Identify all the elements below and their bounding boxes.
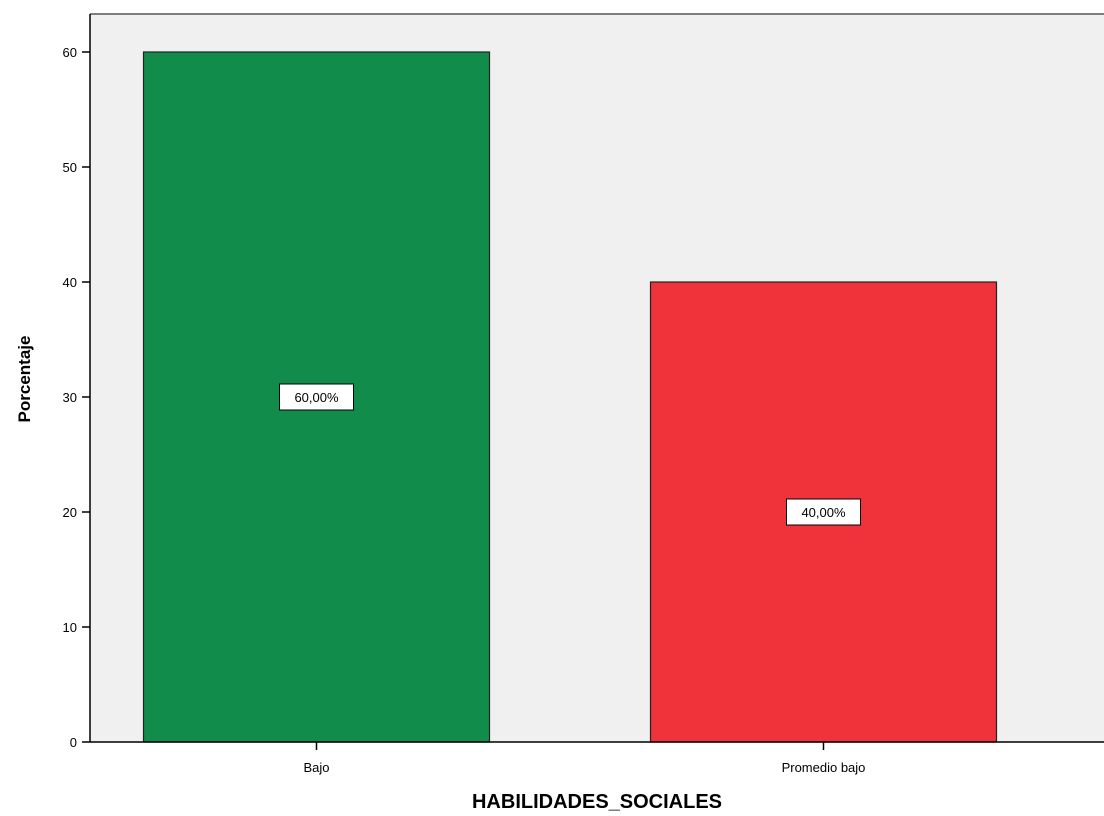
y-tick-label: 30 [63, 390, 77, 405]
y-tick-label: 10 [63, 620, 77, 635]
data-label: 40,00% [801, 505, 846, 520]
data-label-box [786, 498, 861, 526]
y-axis-title: Porcentaje [15, 336, 34, 423]
y-tick-label: 60 [63, 45, 77, 60]
y-tick-label: 40 [63, 275, 77, 290]
data-label: 60,00% [294, 390, 339, 405]
x-tick-label: Promedio bajo [782, 760, 866, 775]
y-ticks-group: 0 10 20 30 40 50 60 [63, 45, 90, 750]
y-tick-label: 0 [70, 735, 77, 750]
data-label-box [279, 383, 354, 411]
y-tick-label: 20 [63, 505, 77, 520]
y-tick-label: 50 [63, 160, 77, 175]
x-ticks-group: Bajo Promedio bajo [303, 742, 865, 775]
data-labels-group: 60,00% 40,00% [279, 383, 861, 526]
x-axis-title: HABILIDADES_SOCIALES [472, 791, 722, 813]
x-tick-label: Bajo [303, 760, 329, 775]
